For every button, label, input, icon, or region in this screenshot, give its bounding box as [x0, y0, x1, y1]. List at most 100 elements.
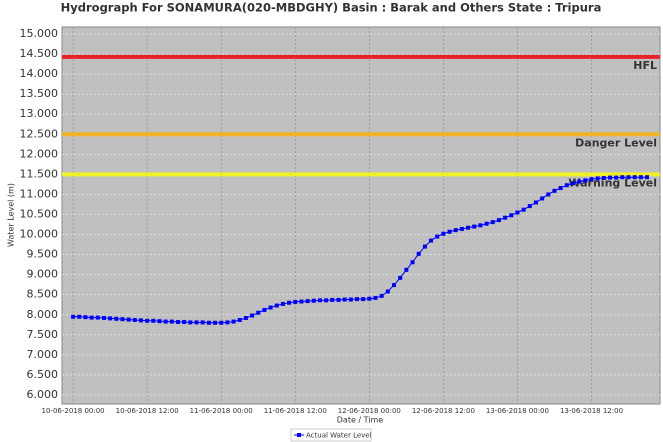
- data-point: [274, 303, 279, 308]
- data-point: [564, 183, 569, 188]
- y-axis-label: Water Level (m): [7, 183, 16, 247]
- data-point: [472, 224, 477, 229]
- data-point: [459, 226, 464, 231]
- data-point: [200, 320, 205, 325]
- data-point: [589, 177, 594, 182]
- y-tick-label: 11.000: [20, 187, 59, 200]
- data-point: [392, 283, 397, 288]
- data-point: [429, 238, 434, 243]
- data-point: [206, 320, 211, 325]
- data-point: [533, 200, 538, 205]
- data-point: [101, 315, 106, 320]
- y-tick-label: 6.000: [27, 388, 59, 401]
- y-tick-label: 10.500: [20, 207, 59, 220]
- data-point: [496, 218, 501, 223]
- data-point: [441, 231, 446, 236]
- y-tick-label: 14.000: [20, 67, 59, 80]
- data-point: [422, 244, 427, 249]
- data-point: [373, 295, 378, 300]
- data-point: [453, 228, 458, 233]
- data-point: [398, 275, 403, 280]
- data-point: [219, 320, 224, 325]
- data-point: [305, 299, 310, 304]
- y-tick-label: 6.500: [27, 368, 59, 381]
- data-point: [527, 204, 532, 209]
- data-point: [546, 192, 551, 197]
- y-tick-label: 13.500: [20, 87, 59, 100]
- y-tick-label: 9.000: [27, 268, 59, 281]
- x-axis-label: Date / Time: [337, 416, 384, 425]
- x-tick-label: 10-06-2018 00:00: [42, 407, 105, 415]
- data-point: [577, 179, 582, 184]
- data-point: [213, 320, 218, 325]
- legend-box: [290, 428, 372, 442]
- data-point: [503, 215, 508, 220]
- data-point: [256, 310, 261, 315]
- y-tick-label: 9.500: [27, 248, 59, 261]
- data-point: [176, 319, 181, 324]
- data-point: [317, 298, 322, 303]
- data-point: [614, 175, 619, 180]
- data-point: [243, 315, 248, 320]
- data-point: [348, 297, 353, 302]
- data-point: [330, 297, 335, 302]
- data-point: [108, 316, 113, 321]
- data-point: [188, 320, 193, 325]
- legend-label: Actual Water Level: [306, 432, 372, 440]
- data-point: [280, 301, 285, 306]
- data-point: [114, 316, 119, 321]
- data-point: [515, 210, 520, 215]
- data-point: [379, 293, 384, 298]
- data-point: [225, 320, 230, 325]
- data-point: [595, 176, 600, 181]
- data-point: [509, 213, 514, 218]
- data-point: [552, 188, 557, 193]
- y-tick-label: 8.500: [27, 288, 59, 301]
- data-point: [478, 223, 483, 228]
- reference-label: Warning Level: [568, 176, 657, 189]
- data-point: [336, 297, 341, 302]
- data-point: [404, 267, 409, 272]
- data-point: [324, 298, 329, 303]
- reference-label: HFL: [633, 59, 657, 72]
- series-line: [73, 176, 648, 324]
- data-point: [447, 229, 452, 234]
- y-tick-label: 11.500: [20, 167, 59, 180]
- data-point: [484, 221, 489, 226]
- data-point: [262, 307, 267, 312]
- chart-title: Hydrograph For SONAMURA(020-MBDGHY) Basi…: [61, 1, 602, 15]
- data-point: [120, 317, 125, 322]
- data-point: [645, 175, 650, 180]
- data-point: [354, 297, 359, 302]
- data-point: [126, 317, 131, 322]
- plot-area: [61, 26, 661, 405]
- y-tick-label: 14.500: [20, 47, 59, 60]
- x-tick-label: 12-06-2018 12:00: [412, 407, 475, 415]
- data-point: [145, 318, 150, 323]
- legend-marker: [297, 433, 301, 437]
- data-point: [342, 297, 347, 302]
- data-point: [410, 260, 415, 265]
- data-point: [638, 175, 643, 180]
- data-point: [182, 319, 187, 324]
- data-point: [583, 178, 588, 183]
- x-tick-label: 13-06-2018 12:00: [560, 407, 623, 415]
- data-point: [416, 251, 421, 256]
- data-point: [608, 175, 613, 180]
- data-point: [632, 175, 637, 180]
- data-point: [95, 315, 100, 320]
- data-point: [385, 289, 390, 294]
- data-point: [157, 319, 162, 324]
- reference-label: Danger Level: [575, 136, 657, 149]
- x-tick-label: 11-06-2018 00:00: [190, 407, 253, 415]
- y-tick-label: 12.000: [20, 147, 59, 160]
- data-point: [570, 181, 575, 186]
- data-point: [250, 313, 255, 318]
- data-point: [231, 319, 236, 324]
- data-point: [77, 314, 82, 319]
- data-point: [194, 320, 199, 325]
- data-point: [435, 234, 440, 239]
- data-point: [540, 196, 545, 201]
- data-point: [89, 315, 94, 320]
